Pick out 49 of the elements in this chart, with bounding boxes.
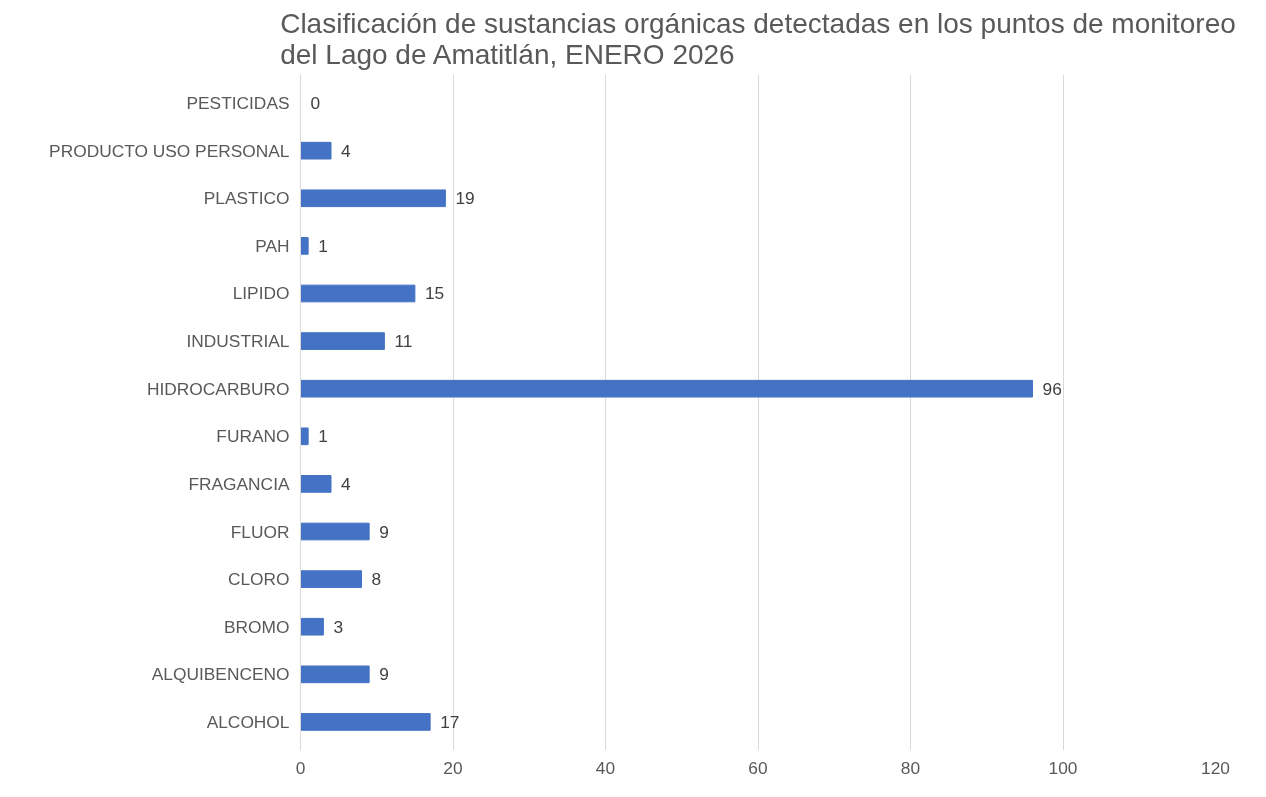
y-tick-label: ALCOHOL xyxy=(206,711,290,732)
x-tick-label: 120 xyxy=(1201,757,1230,778)
chart-title: Clasificación de sustancias orgánicas detectadas en los puntos de monitoreo del Lago de Amatitlán, ENERO 2026 xyxy=(280,7,1236,70)
bar xyxy=(300,189,446,208)
bar xyxy=(300,475,332,493)
data-label: 9 xyxy=(379,664,389,685)
y-tick-label: FRAGANCIA xyxy=(188,473,290,494)
y-tick-label: LIPIDO xyxy=(232,283,290,304)
data-label: 1 xyxy=(318,235,328,256)
bar xyxy=(300,284,416,303)
data-label: 8 xyxy=(371,569,382,590)
x-tick-label: 20 xyxy=(443,757,463,778)
data-label: 3 xyxy=(333,616,344,637)
bar xyxy=(300,379,1033,398)
x-tick-label: 40 xyxy=(595,757,616,778)
y-tick-label: FLUOR xyxy=(230,521,290,542)
x-tick-label: 0 xyxy=(295,757,306,778)
x-tick-label: 60 xyxy=(748,757,768,778)
bar xyxy=(300,617,324,636)
data-label: 19 xyxy=(455,188,475,209)
y-tick-label: PAH xyxy=(255,235,290,256)
x-tick-label: 100 xyxy=(1048,757,1078,778)
y-tick-label: FURANO xyxy=(216,426,290,447)
data-label: 4 xyxy=(341,140,351,161)
y-tick-label: PESTICIDAS xyxy=(186,93,290,114)
bar xyxy=(300,141,332,160)
bar xyxy=(300,427,309,446)
bar xyxy=(300,713,431,731)
bar xyxy=(300,570,362,588)
bar xyxy=(300,237,309,255)
bar xyxy=(300,332,385,350)
data-label: 4 xyxy=(341,473,351,494)
y-tick-label: ALQUIBENCENO xyxy=(151,664,290,685)
data-label: 15 xyxy=(424,283,445,304)
data-label: 9 xyxy=(379,521,389,542)
y-tick-label: INDUSTRIAL xyxy=(186,331,290,352)
data-label: 17 xyxy=(440,711,460,732)
bar xyxy=(300,665,370,684)
data-label: 96 xyxy=(1042,378,1062,399)
data-label: 0 xyxy=(310,93,321,114)
x-tick-label: 80 xyxy=(900,757,921,778)
y-tick-label: CLORO xyxy=(227,569,290,590)
y-tick-label: BROMO xyxy=(224,616,290,637)
data-label: 11 xyxy=(394,331,413,352)
y-tick-label: PRODUCTO USO PERSONAL xyxy=(49,140,290,161)
data-label: 1 xyxy=(318,426,328,447)
y-tick-label: HIDROCARBURO xyxy=(147,378,290,399)
bar xyxy=(300,522,370,541)
y-tick-label: PLASTICO xyxy=(203,188,290,209)
